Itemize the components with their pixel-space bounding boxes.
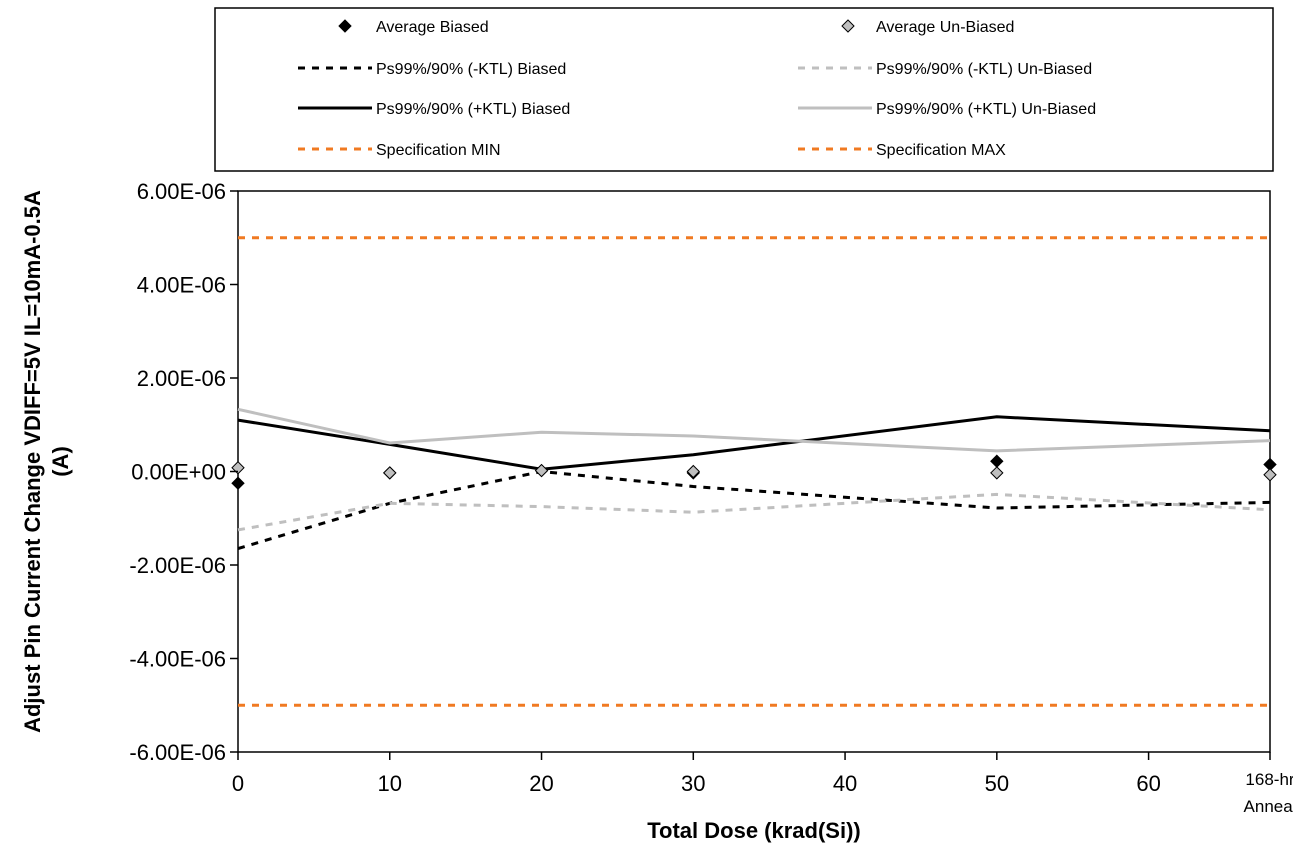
y-tick-label: -2.00E-06 — [129, 553, 226, 578]
legend-label-ps99-90-ktl-un-biased: Ps99%/90% (+KTL) Un-Biased — [876, 101, 1096, 118]
y-tick-label: 6.00E-06 — [137, 179, 226, 204]
x-tick-label: 30 — [681, 771, 705, 796]
y-tick-label: 2.00E-06 — [137, 366, 226, 391]
legend-box — [214, 7, 1274, 172]
x-tick-label: 40 — [833, 771, 857, 796]
y-axis-title-line1: Adjust Pin Current Change VDIFF=5V IL=10… — [20, 190, 45, 733]
series-lines — [237, 407, 1271, 551]
x-tick-label-anneal-line1: 168-hr — [1245, 770, 1293, 789]
y-axis: 6.00E-06 4.00E-06 2.00E-06 0.00E+00 -2.00E-0… — [129, 179, 238, 765]
x-tick-label-anneal-line2: Anneal — [1244, 797, 1293, 816]
legend-label-specification-min: Specification MIN — [376, 142, 501, 159]
series-line-ps99-90-ktl-biased — [237, 415, 1271, 471]
x-axis-title: Total Dose (krad(Si)) — [647, 818, 861, 843]
marker-average-un-biased — [1263, 468, 1277, 482]
series-line-ps99-90-ktl-un-biased — [237, 492, 1271, 532]
legend-label-ps99-90-ktl-un-biased: Ps99%/90% (-KTL) Un-Biased — [876, 61, 1092, 78]
y-tick-label: -4.00E-06 — [129, 647, 226, 672]
series-line-ps99-90-ktl-un-biased — [237, 407, 1271, 453]
marker-average-biased — [231, 476, 245, 490]
legend: Average Biased Average Un-Biased Ps99%/90%… — [214, 7, 1274, 172]
x-tick-label: 0 — [232, 771, 244, 796]
x-tick-label: 60 — [1136, 771, 1160, 796]
x-tick-label: 50 — [985, 771, 1009, 796]
marker-average-un-biased — [534, 463, 549, 478]
marker-average-un-biased — [990, 466, 1004, 480]
legend-label-specification-max: Specification MAX — [876, 142, 1006, 159]
y-tick-label: 0.00E+00 — [131, 460, 226, 485]
legend-label-average-biased: Average Biased — [376, 19, 489, 36]
series-line-ps99-90-ktl-biased — [237, 469, 1271, 551]
legend-marker-average-un-biased — [841, 19, 855, 33]
legend-label-average-un-biased: Average Un-Biased — [876, 19, 1014, 36]
x-tick-label: 10 — [378, 771, 402, 796]
spec-lines — [238, 236, 1270, 707]
y-tick-label: 4.00E-06 — [137, 273, 226, 298]
marker-average-un-biased — [383, 466, 397, 480]
y-axis-title: Adjust Pin Current Change VDIFF=5V IL=10… — [20, 190, 73, 733]
legend-label-ps99-90-ktl-biased: Ps99%/90% (+KTL) Biased — [376, 101, 570, 118]
marker-average-biased — [990, 454, 1004, 468]
legend-marker-average-biased — [338, 19, 352, 33]
x-axis: 0 10 20 30 40 50 60 168-hr Anneal — [232, 752, 1293, 816]
y-tick-label: -6.00E-06 — [129, 740, 226, 765]
legend-label-ps99-90-ktl-biased: Ps99%/90% (-KTL) Biased — [376, 61, 566, 78]
x-tick-label: 20 — [529, 771, 553, 796]
series-markers — [231, 454, 1277, 490]
y-axis-title-line2: (A) — [48, 446, 73, 477]
marker-average-un-biased — [686, 464, 701, 479]
